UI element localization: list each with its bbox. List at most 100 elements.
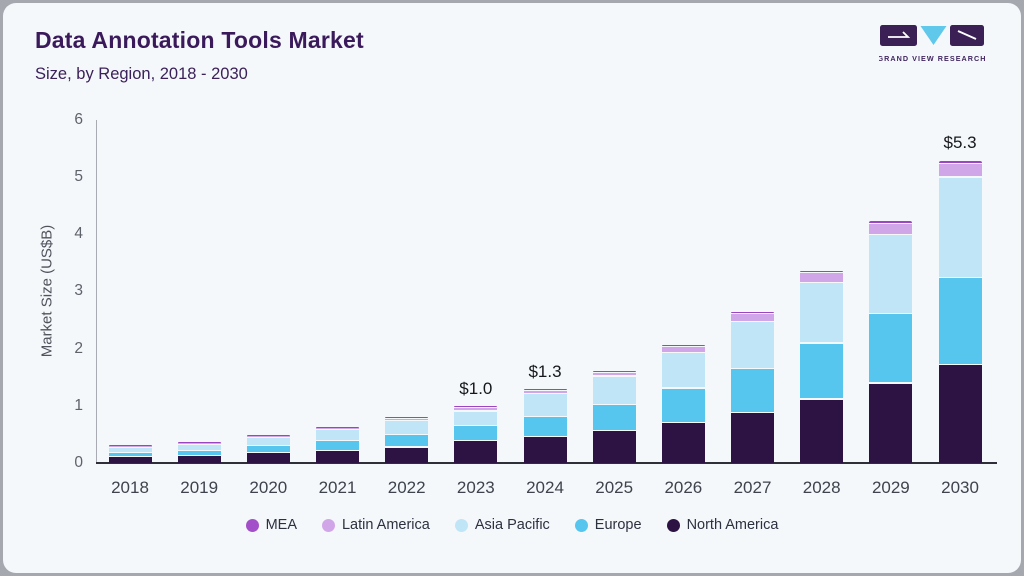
bar-segment-north-america [869, 383, 913, 463]
bar-segment-europe [731, 369, 775, 412]
legend-swatch-icon [454, 518, 468, 532]
bar-segment-north-america [800, 399, 844, 463]
bar-2027 [731, 311, 775, 463]
logo-wordmark: GRAND VIEW RESEARCH [879, 54, 985, 63]
legend-swatch-icon [574, 518, 588, 532]
bar-segment-mea [177, 441, 221, 443]
x-tick-label: 2026 [664, 478, 703, 497]
bar-2018 [108, 445, 152, 463]
logo-mark-icon [880, 25, 984, 46]
chart-title: Data Annotation Tools Market [35, 27, 364, 53]
bar-2024 [523, 388, 567, 463]
bar-segment-europe [869, 314, 913, 383]
legend-label: Asia Pacific [474, 517, 550, 533]
bar-segment-asia-pacific [385, 421, 429, 434]
bar-segment-latin-america [731, 314, 775, 321]
x-tick-label: 2019 [180, 478, 219, 497]
bar-segment-mea [316, 426, 359, 428]
legend-swatch-icon [321, 518, 335, 532]
bar-segment-north-america [731, 412, 775, 463]
bar-segment-latin-america [800, 273, 844, 282]
bar-segment-asia-pacific [316, 430, 359, 441]
bar-segment-latin-america [869, 223, 913, 235]
bar-segment-north-america [108, 456, 152, 463]
bar-segment-mea [454, 406, 498, 407]
legend-label: MEA [265, 517, 297, 533]
bar-segment-asia-pacific [869, 235, 913, 314]
legend: MEA Latin America Asia Pacific Europe North … [3, 517, 1021, 533]
x-tick-label: 2025 [595, 478, 634, 497]
bar-segment-asia-pacific [108, 448, 152, 452]
x-tick-label: 2024 [526, 478, 564, 497]
x-tick-label: 2022 [387, 478, 426, 497]
x-tick-label: 2027 [733, 478, 772, 497]
bar-2020 [246, 435, 290, 463]
bar-segment-mea [731, 312, 775, 314]
bar-2030 [938, 160, 982, 463]
bar-segment-north-america [246, 453, 290, 463]
value-label-2024: $1.3 [528, 361, 562, 381]
bar-segment-latin-america [316, 428, 359, 430]
bar-segment-mea [869, 221, 913, 223]
bar-segment-europe [385, 435, 429, 447]
bar-2028 [800, 270, 844, 463]
bar-segment-latin-america [523, 390, 567, 393]
bar-segment-north-america [661, 423, 705, 463]
bar-2026 [661, 344, 705, 463]
legend-item-asia-pacific: Asia Pacific [454, 517, 550, 533]
legend-item-north-america: North America [666, 517, 778, 533]
x-tick-label: 2029 [871, 478, 910, 497]
legend-label: Latin America [341, 517, 430, 533]
bar-segment-europe [108, 452, 152, 456]
bar-segment-north-america [938, 365, 982, 463]
bar-segment-europe [454, 426, 498, 440]
bar-segment-latin-america [661, 346, 705, 353]
legend-item-mea: MEA [245, 517, 297, 533]
legend-swatch-icon [245, 518, 259, 532]
x-tick-label: 2023 [456, 478, 495, 497]
x-tick-label: 2028 [802, 478, 841, 497]
bar-segment-mea [246, 435, 290, 437]
bar-2029 [869, 220, 913, 463]
x-axis-line [96, 462, 997, 464]
bar-segment-mea [385, 417, 429, 418]
y-tick-label: 6 [74, 110, 83, 128]
bar-segment-asia-pacific [592, 376, 636, 405]
bar-2021 [316, 426, 359, 463]
bar-segment-asia-pacific [661, 353, 705, 388]
y-tick-label: 5 [74, 168, 83, 185]
bar-segment-latin-america [454, 408, 498, 411]
bar-segment-mea [108, 445, 152, 447]
bar-segment-latin-america [938, 163, 982, 177]
bar-segment-asia-pacific [938, 177, 982, 277]
bar-segment-europe [246, 446, 290, 453]
bar-2025 [592, 370, 636, 463]
bar-segment-latin-america [385, 419, 429, 421]
chart-subtitle: Size, by Region, 2018 - 2030 [35, 65, 248, 83]
bar-segment-europe [661, 388, 705, 422]
bar-segment-mea [661, 344, 705, 346]
chart-card: Data Annotation Tools Market Size, by Re… [3, 3, 1021, 573]
bar-segment-asia-pacific [731, 321, 775, 369]
bar-segment-europe [316, 441, 359, 450]
bar-segment-mea [800, 270, 844, 272]
legend-label: Europe [594, 517, 642, 533]
y-tick-label: 2 [74, 339, 83, 357]
bar-2019 [177, 441, 221, 463]
gvr-logo: GRAND VIEW RESEARCH [879, 25, 985, 63]
bar-segment-asia-pacific [800, 282, 844, 343]
bar-segment-mea [938, 161, 982, 163]
x-tick-label: 2021 [318, 478, 357, 497]
bar-segment-north-america [177, 456, 221, 463]
x-tick-label: 2020 [249, 478, 288, 497]
bar-segment-mea [523, 388, 567, 390]
value-label-2023: $1.0 [459, 378, 493, 398]
legend-swatch-icon [666, 518, 680, 532]
bar-segment-asia-pacific [454, 411, 498, 426]
y-tick-label: 4 [74, 225, 83, 243]
bar-2023 [454, 406, 498, 463]
legend-item-latin-america: Latin America [321, 517, 430, 533]
bar-segment-north-america [523, 437, 567, 463]
bar-segment-north-america [454, 440, 498, 463]
legend-item-europe: Europe [574, 517, 642, 533]
